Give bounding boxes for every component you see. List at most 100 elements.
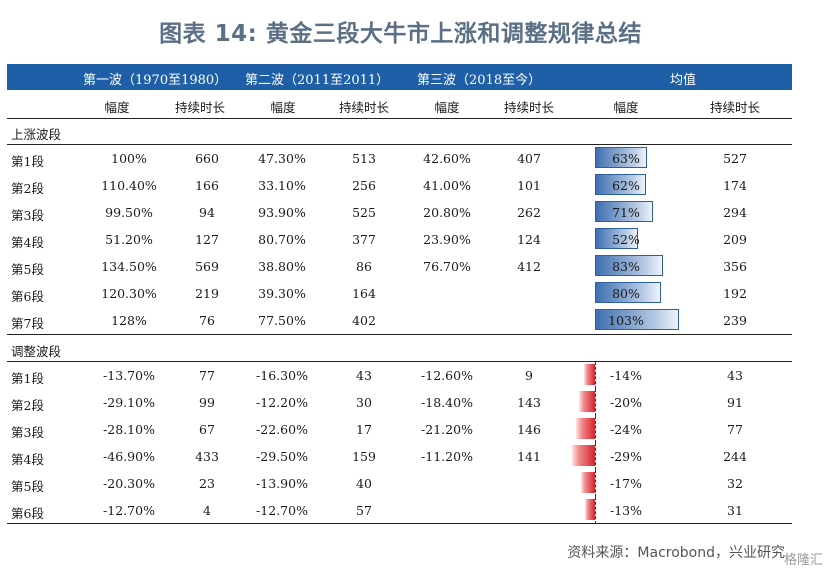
avg-amp: 52% bbox=[612, 232, 640, 247]
wave3-dur: 412 bbox=[517, 259, 541, 274]
avg-dur: 43 bbox=[727, 368, 743, 383]
wave2-dur: 40 bbox=[356, 476, 372, 491]
divider bbox=[7, 334, 792, 335]
wave2-amp: 39.30% bbox=[258, 286, 306, 301]
wave3-dur: 407 bbox=[517, 151, 541, 166]
table-row: 第2段 -29.10% 99 -12.20% 30 -18.40% 143 -20% 91 bbox=[7, 389, 792, 416]
subheader-w2-dur: 持续时长 bbox=[338, 100, 390, 115]
avg-amp-bar bbox=[595, 201, 654, 222]
page-title: 图表 14: 黄金三段大牛市上涨和调整规律总结 bbox=[159, 21, 642, 47]
avg-dur: 174 bbox=[723, 178, 747, 193]
segment-label: 第6段 bbox=[11, 289, 44, 304]
divider bbox=[7, 118, 792, 119]
avg-dur: 356 bbox=[723, 259, 747, 274]
subheader-avg-amp: 幅度 bbox=[613, 100, 639, 115]
section-up: 上涨波段 bbox=[7, 120, 792, 144]
avg-dur: 77 bbox=[727, 422, 743, 437]
wave2-dur: 159 bbox=[352, 449, 376, 464]
segment-label: 第3段 bbox=[11, 425, 44, 440]
wave3-dur: 9 bbox=[525, 368, 533, 383]
avg-amp: -13% bbox=[609, 503, 643, 518]
segment-label: 第2段 bbox=[11, 398, 44, 413]
avg-amp-bar bbox=[595, 309, 680, 330]
subheader-w1-amp: 幅度 bbox=[104, 100, 130, 115]
table-row: 第7段 128% 76 77.50% 402 103% 239 bbox=[7, 307, 792, 334]
divider bbox=[7, 361, 792, 362]
subheader-w3-dur: 持续时长 bbox=[503, 100, 555, 115]
wave1-amp: 51.20% bbox=[105, 232, 153, 247]
wave3-dur: 101 bbox=[517, 178, 541, 193]
bar-axis bbox=[595, 497, 596, 524]
header-avg: 均值 bbox=[669, 73, 697, 88]
divider bbox=[7, 523, 792, 524]
wave1-dur: 76 bbox=[199, 313, 215, 328]
wave1-amp: 100% bbox=[111, 151, 147, 166]
header-wave2: 第二波（2011至2011） bbox=[245, 73, 390, 88]
wave1-amp: -20.30% bbox=[103, 476, 155, 491]
wave2-dur: 377 bbox=[352, 232, 376, 247]
wave1-dur: 67 bbox=[199, 422, 215, 437]
wave1-amp: -12.70% bbox=[103, 503, 155, 518]
subheader-w3-amp: 幅度 bbox=[434, 100, 460, 115]
subheader-avg-dur: 持续时长 bbox=[709, 100, 761, 115]
wave1-dur: 569 bbox=[195, 259, 219, 274]
avg-dur: 527 bbox=[723, 151, 747, 166]
wave1-dur: 4 bbox=[203, 503, 211, 518]
header-wave3: 第三波（2018至今） bbox=[417, 73, 542, 88]
avg-dur: 209 bbox=[723, 232, 747, 247]
bar-axis bbox=[595, 389, 596, 416]
watermark: 格隆汇 bbox=[783, 553, 823, 568]
table-row: 第6段 -12.70% 4 -12.70% 57 -13% 31 bbox=[7, 497, 792, 524]
wave2-amp: -29.50% bbox=[256, 449, 308, 464]
wave2-amp: -12.20% bbox=[256, 395, 308, 410]
wave3-amp: 42.60% bbox=[423, 151, 471, 166]
wave1-amp: -46.90% bbox=[103, 449, 155, 464]
avg-amp-bar bbox=[595, 228, 638, 249]
avg-amp-bar bbox=[581, 472, 595, 493]
section-up-label: 上涨波段 bbox=[11, 127, 62, 142]
table-row: 第6段 120.30% 219 39.30% 164 80% 192 bbox=[7, 280, 792, 307]
avg-dur: 244 bbox=[723, 449, 747, 464]
table-row: 第5段 134.50% 569 38.80% 86 76.70% 412 83% 356 bbox=[7, 253, 792, 280]
wave1-amp: 134.50% bbox=[101, 259, 157, 274]
wave1-dur: 99 bbox=[199, 395, 215, 410]
wave2-amp: -13.90% bbox=[256, 476, 308, 491]
wave2-amp: -16.30% bbox=[256, 368, 308, 383]
wave1-amp: -28.10% bbox=[103, 422, 155, 437]
wave1-dur: 23 bbox=[199, 476, 215, 491]
avg-amp-bar bbox=[571, 445, 595, 466]
table-row: 第4段 51.20% 127 80.70% 377 23.90% 124 52% 209 bbox=[7, 226, 792, 253]
wave2-dur: 30 bbox=[356, 395, 372, 410]
wave2-amp: 47.30% bbox=[258, 151, 306, 166]
avg-amp: -24% bbox=[609, 422, 643, 437]
wave1-dur: 77 bbox=[199, 368, 215, 383]
divider bbox=[7, 144, 792, 145]
wave3-dur: 124 bbox=[517, 232, 541, 247]
wave1-dur: 94 bbox=[199, 205, 215, 220]
wave1-amp: 128% bbox=[111, 313, 147, 328]
segment-label: 第5段 bbox=[11, 262, 44, 277]
wave3-amp: -11.20% bbox=[421, 449, 473, 464]
avg-amp: -17% bbox=[609, 476, 643, 491]
avg-dur: 294 bbox=[723, 205, 747, 220]
avg-dur: 31 bbox=[727, 503, 743, 518]
bar-axis bbox=[595, 443, 596, 470]
table-header-row: 第一波（1970至1980） 第二波（2011至2011） 第三波（2018至今… bbox=[7, 64, 792, 90]
wave2-amp: 80.70% bbox=[258, 232, 306, 247]
wave3-amp: -21.20% bbox=[421, 422, 473, 437]
avg-amp: 63% bbox=[612, 151, 640, 166]
wave2-amp: 77.50% bbox=[258, 313, 306, 328]
bar-axis bbox=[595, 416, 596, 443]
wave1-dur: 166 bbox=[195, 178, 219, 193]
wave2-dur: 57 bbox=[356, 503, 372, 518]
section-down-label: 调整波段 bbox=[11, 344, 62, 359]
segment-label: 第6段 bbox=[11, 506, 44, 521]
wave1-dur: 219 bbox=[195, 286, 219, 301]
avg-amp-bar bbox=[595, 174, 646, 195]
wave3-dur: 146 bbox=[517, 422, 541, 437]
avg-amp-bar bbox=[583, 364, 595, 385]
wave3-amp: 41.00% bbox=[423, 178, 471, 193]
wave2-dur: 17 bbox=[356, 422, 372, 437]
section-down: 调整波段 bbox=[7, 337, 792, 361]
wave1-dur: 433 bbox=[195, 449, 219, 464]
